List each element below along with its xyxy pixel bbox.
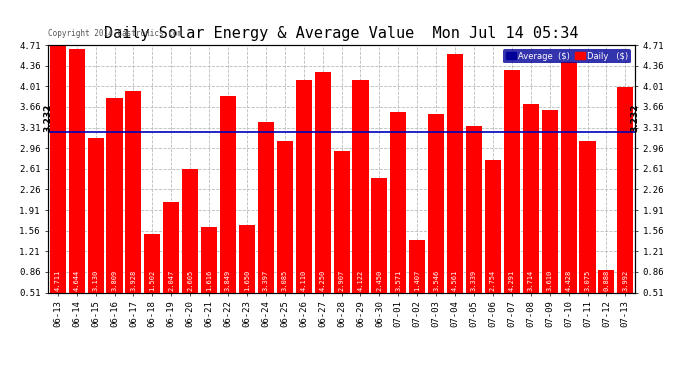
Text: 3.928: 3.928	[130, 270, 137, 291]
Text: 4.644: 4.644	[74, 270, 79, 291]
Text: 1.502: 1.502	[149, 270, 155, 291]
Bar	[106, 98, 123, 292]
Text: 1.407: 1.407	[414, 270, 420, 291]
Text: 3.571: 3.571	[395, 270, 402, 291]
Text: 3.232: 3.232	[43, 104, 53, 132]
Text: 0.888: 0.888	[604, 270, 609, 291]
Bar	[182, 169, 198, 292]
Bar	[315, 72, 331, 292]
Text: 2.047: 2.047	[168, 270, 175, 291]
Text: 4.428: 4.428	[566, 270, 571, 291]
Bar	[391, 112, 406, 292]
Bar	[466, 126, 482, 292]
Bar	[277, 141, 293, 292]
Text: 4.291: 4.291	[509, 270, 515, 291]
Legend: Average  ($), Daily   ($): Average ($), Daily ($)	[504, 49, 631, 63]
Text: Copyright 2014 Castronics.com: Copyright 2014 Castronics.com	[48, 28, 182, 38]
Text: 1.650: 1.650	[244, 270, 250, 291]
Bar	[598, 270, 615, 292]
Text: 4.250: 4.250	[319, 270, 326, 291]
Text: 3.085: 3.085	[282, 270, 288, 291]
Bar	[504, 70, 520, 292]
Text: 3.714: 3.714	[528, 270, 534, 291]
Bar	[239, 225, 255, 292]
Text: 3.546: 3.546	[433, 270, 439, 291]
Text: 3.397: 3.397	[263, 270, 269, 291]
Bar	[333, 151, 350, 292]
Text: 3.232: 3.232	[630, 104, 640, 132]
Text: 4.110: 4.110	[301, 270, 307, 291]
Text: 2.605: 2.605	[187, 270, 193, 291]
Bar	[88, 138, 103, 292]
Text: 3.992: 3.992	[622, 270, 629, 291]
Bar	[447, 54, 463, 292]
Bar	[560, 62, 577, 292]
Bar	[485, 160, 501, 292]
Bar	[580, 141, 595, 292]
Bar	[164, 202, 179, 292]
Text: 2.907: 2.907	[339, 270, 344, 291]
Text: 2.754: 2.754	[490, 270, 496, 291]
Bar	[144, 234, 160, 292]
Text: 3.809: 3.809	[112, 270, 117, 291]
Text: 3.849: 3.849	[225, 270, 231, 291]
Title: Daily Solar Energy & Average Value  Mon Jul 14 05:34: Daily Solar Energy & Average Value Mon J…	[104, 26, 579, 41]
Bar	[296, 80, 312, 292]
Bar	[409, 240, 425, 292]
Text: 4.711: 4.711	[55, 270, 61, 291]
Text: 1.616: 1.616	[206, 270, 212, 291]
Bar	[50, 45, 66, 292]
Bar	[201, 227, 217, 292]
Bar	[353, 80, 368, 292]
Bar	[371, 178, 387, 292]
Text: 3.610: 3.610	[546, 270, 553, 291]
Bar	[523, 104, 539, 292]
Text: 3.075: 3.075	[584, 270, 591, 291]
Text: 3.339: 3.339	[471, 270, 477, 291]
Bar	[68, 49, 85, 292]
Bar	[618, 87, 633, 292]
Text: 4.561: 4.561	[452, 270, 458, 291]
Bar	[126, 91, 141, 292]
Bar	[542, 110, 558, 292]
Bar	[220, 96, 236, 292]
Text: 3.130: 3.130	[92, 270, 99, 291]
Text: 4.122: 4.122	[357, 270, 364, 291]
Bar	[428, 114, 444, 292]
Bar	[258, 122, 274, 292]
Text: 2.450: 2.450	[376, 270, 382, 291]
